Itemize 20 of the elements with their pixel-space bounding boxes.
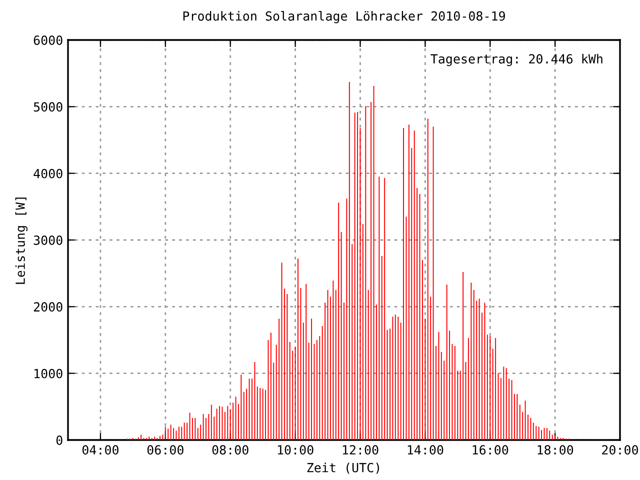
- annotation: Tagesertrag: 20.446 kWh: [430, 54, 602, 66]
- x-tick-label: 18:00: [538, 445, 574, 455]
- y-tick-label: 6000: [34, 36, 62, 45]
- y-tick-label: 1000: [34, 368, 62, 378]
- x-tick-label: 08:00: [212, 445, 248, 455]
- x-axis-title: Zeit (UTC): [307, 462, 380, 474]
- y-tick-label: 0: [56, 436, 62, 445]
- chart-title: Produktion Solaranlage Löhracker 2010-08-19: [183, 10, 505, 24]
- y-axis-title: Leistung [W]: [15, 198, 28, 284]
- x-tick-label: 12:00: [342, 445, 378, 455]
- y-tick-label: 2000: [34, 302, 62, 312]
- x-tick-label: 04:00: [82, 445, 118, 455]
- y-tick-label: 3000: [34, 236, 62, 245]
- y-tick-label: 5000: [34, 102, 62, 112]
- x-tick-label: 06:00: [147, 445, 184, 455]
- x-tick-label: 20:00: [602, 445, 638, 455]
- x-tick-label: 14:00: [408, 445, 444, 455]
- x-tick-label: 10:00: [278, 445, 314, 455]
- y-tick-label: 4000: [34, 168, 62, 178]
- x-tick-label: 16:00: [472, 445, 508, 455]
